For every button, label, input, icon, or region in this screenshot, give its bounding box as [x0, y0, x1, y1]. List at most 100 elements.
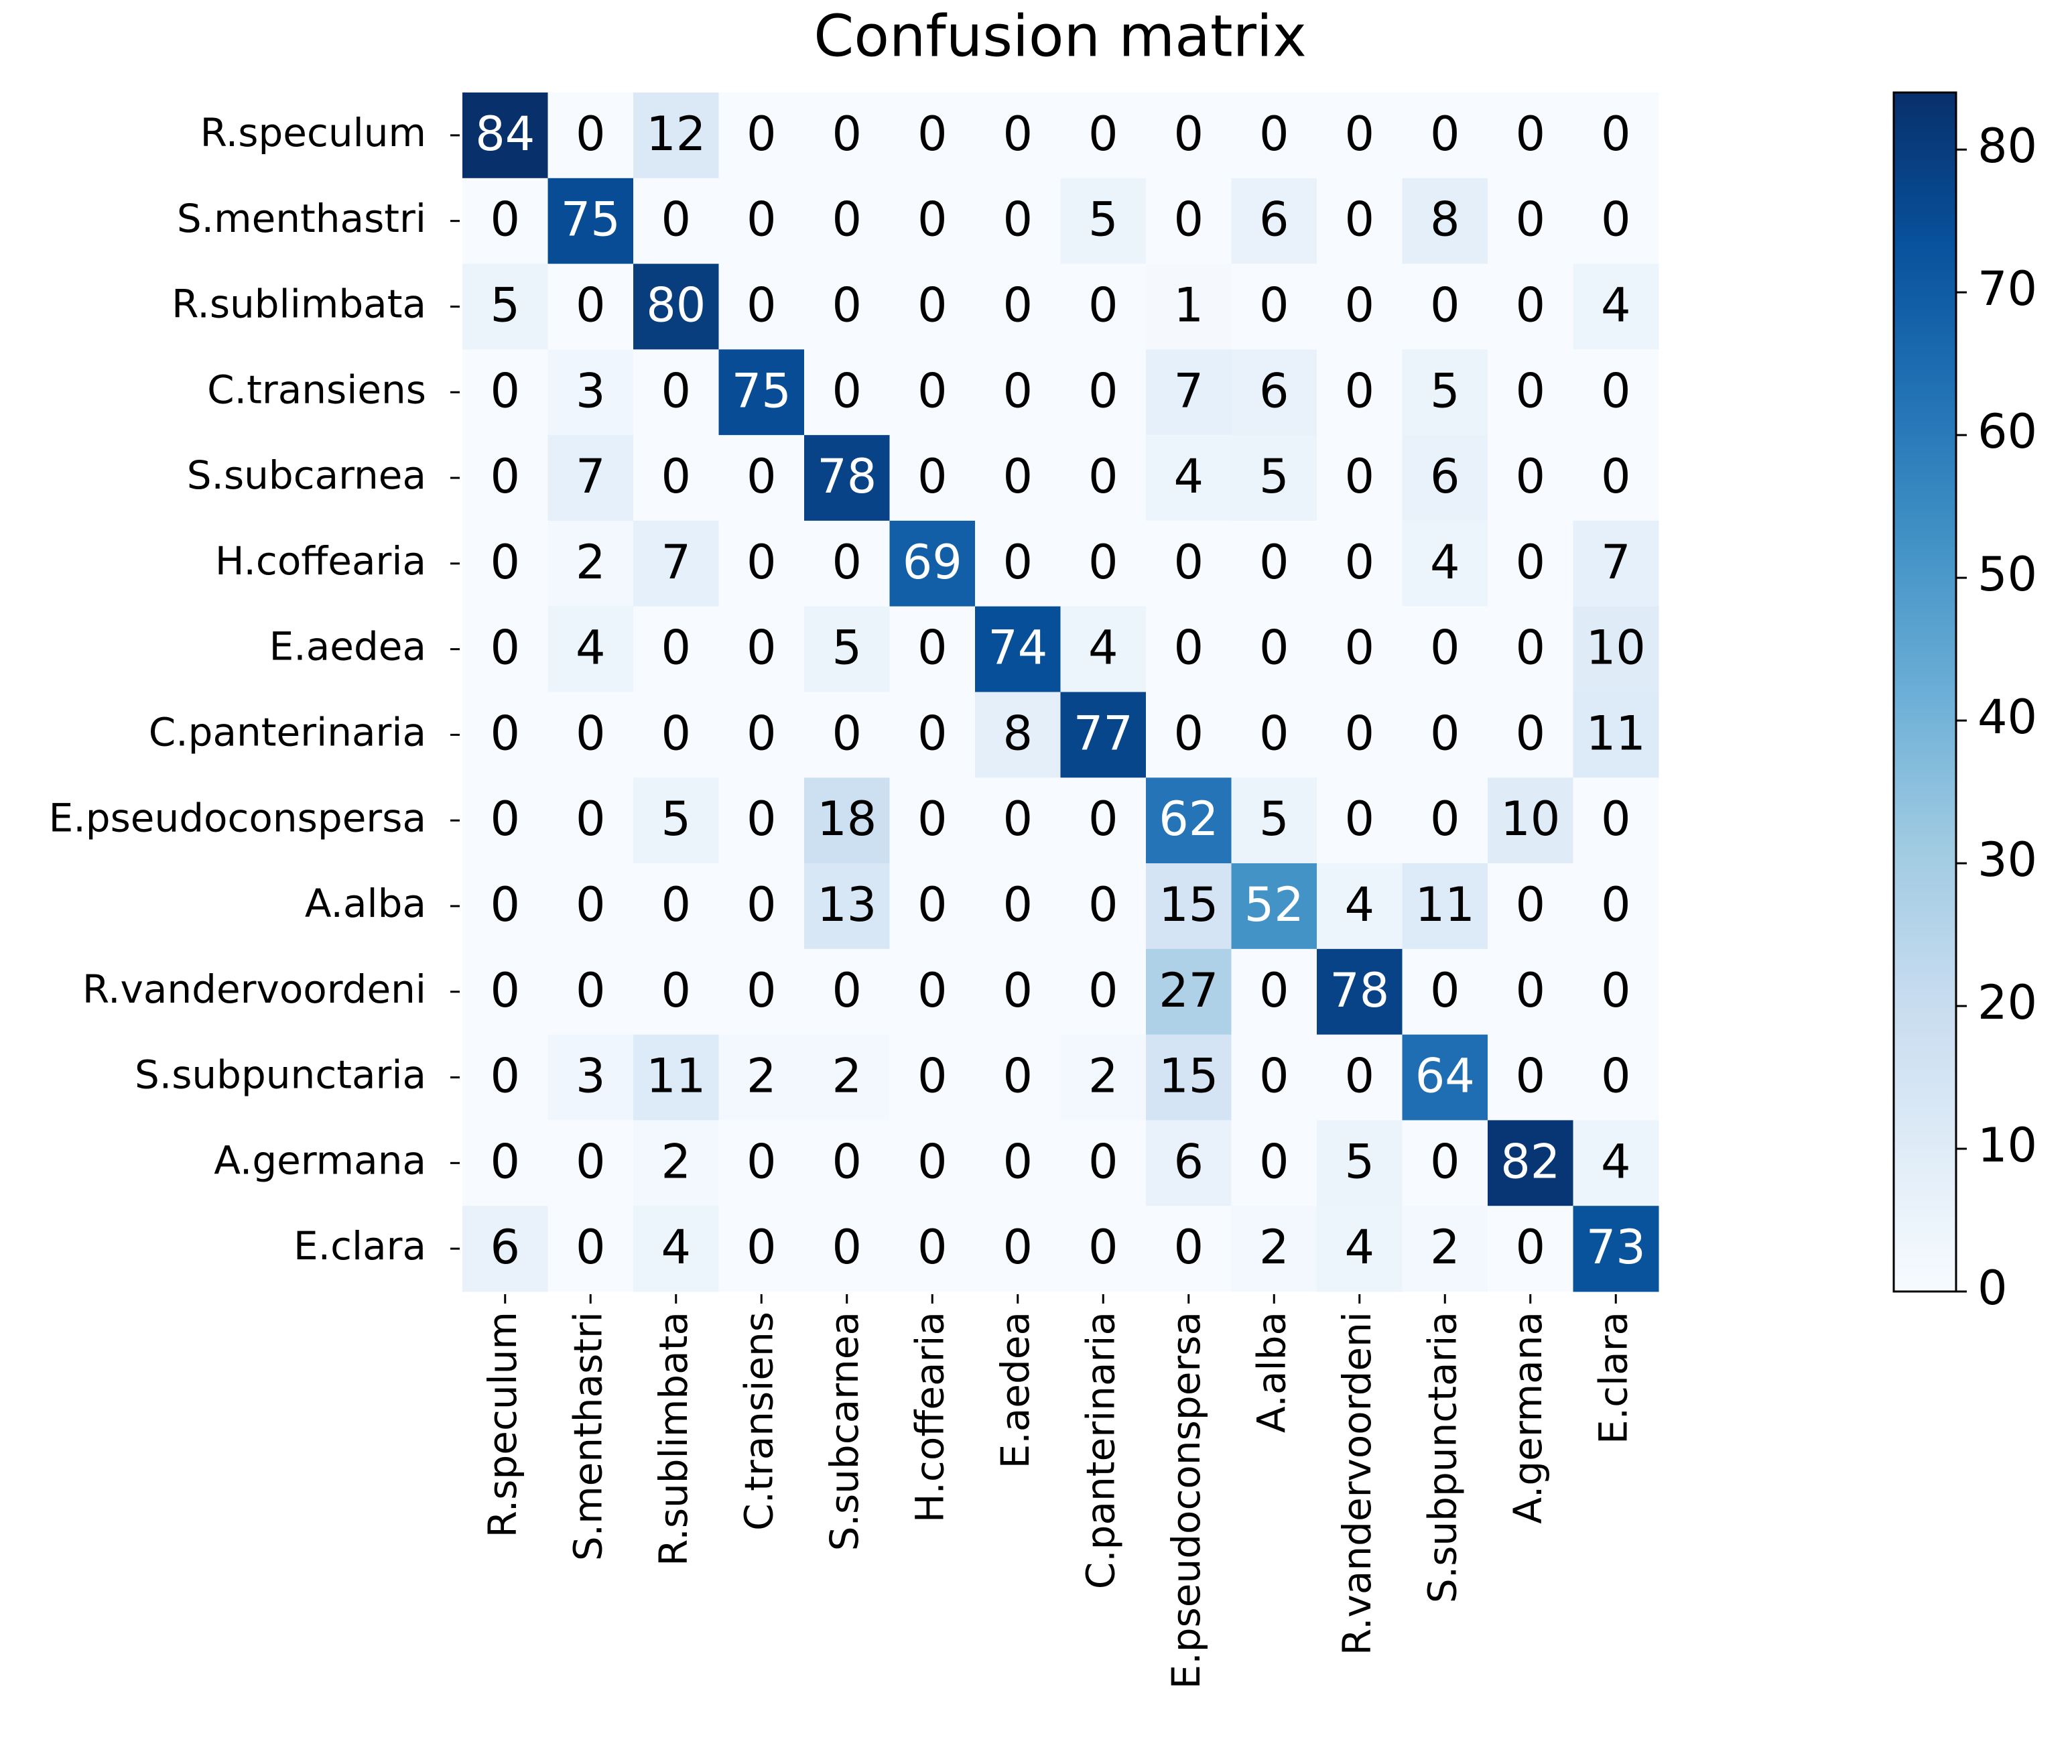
cell-label: 78: [817, 449, 877, 504]
cell-label: 0: [1601, 792, 1631, 846]
cell: [804, 1120, 890, 1206]
cell-label: 0: [1259, 706, 1289, 761]
cell: [1317, 520, 1403, 607]
colorbar-tick-label: 50: [1978, 547, 2037, 602]
cell: [1231, 349, 1317, 436]
cell-label: 0: [747, 277, 777, 332]
cell: [1488, 263, 1573, 350]
cell: [1402, 692, 1488, 778]
cell: [718, 520, 805, 607]
y-tick-label: A.germana: [214, 1137, 426, 1183]
cell-label: 5: [661, 792, 691, 846]
cell-label: 0: [917, 963, 948, 1018]
y-tick-label: R.sublimbata: [172, 281, 426, 327]
cell: [1060, 349, 1147, 436]
cell-label: 0: [747, 621, 777, 676]
cell-label: 75: [732, 363, 791, 418]
cell: [462, 606, 548, 692]
cell-label: 4: [1173, 449, 1204, 504]
cell-label: 0: [747, 449, 777, 504]
cell-label: 5: [1344, 1134, 1374, 1189]
cell: [462, 435, 548, 521]
cell-label: 0: [1515, 877, 1545, 932]
cell-label: 0: [1515, 706, 1545, 761]
cell-label: 3: [576, 363, 606, 418]
cell: [1060, 948, 1147, 1035]
cell: [1402, 178, 1488, 265]
cell-label: 0: [1173, 192, 1204, 247]
cell-label: 2: [1259, 1220, 1289, 1275]
cell-label: 0: [917, 792, 948, 846]
y-tick-label: E.aedea: [269, 624, 426, 670]
y-tick-label: A.alba: [305, 881, 426, 926]
cell: [633, 692, 719, 778]
colorbar-tick-label: 70: [1978, 261, 2037, 316]
cell-label: 74: [988, 621, 1047, 676]
cell-label: 0: [1002, 792, 1033, 846]
cell-label: 0: [1088, 449, 1118, 504]
cell: [1146, 1034, 1232, 1121]
cell: [1231, 606, 1317, 692]
cell-label: 0: [1088, 363, 1118, 418]
cell: [718, 863, 805, 950]
cell: [889, 1034, 976, 1121]
cell: [1488, 948, 1573, 1035]
cell-label: 0: [747, 1220, 777, 1275]
cell-label: 80: [646, 277, 706, 332]
cell-label: 0: [1515, 107, 1545, 162]
cell: [1231, 92, 1317, 179]
cell: [1317, 349, 1403, 436]
cell-label: 5: [1259, 792, 1289, 846]
cell-label: 4: [1601, 1134, 1631, 1189]
cell: [1317, 178, 1403, 265]
cell: [1317, 92, 1403, 179]
cell: [1146, 263, 1232, 350]
cell-label: 0: [1601, 963, 1631, 1018]
cell-label: 0: [1259, 963, 1289, 1018]
cell: [1402, 349, 1488, 436]
cell-label: 0: [832, 1220, 862, 1275]
cell: [462, 777, 548, 864]
cell: [975, 777, 1061, 864]
cell-label: 0: [1088, 1220, 1118, 1275]
cell: [462, 178, 548, 265]
cell: [889, 863, 976, 950]
cell-label: 0: [490, 963, 520, 1018]
cell-label: 2: [832, 1049, 862, 1104]
cell-label: 4: [1430, 535, 1460, 590]
cell-label: 0: [1601, 107, 1631, 162]
cell: [1573, 92, 1659, 179]
cell: [889, 92, 976, 179]
cell-label: 15: [1159, 1049, 1218, 1104]
cell-label: 0: [490, 706, 520, 761]
x-tick-label: R.sublimbata: [651, 1312, 696, 1566]
x-tick-label: E.clara: [1590, 1312, 1636, 1444]
cell-label: 0: [661, 363, 691, 418]
cell: [462, 520, 548, 607]
cell: [1146, 1206, 1232, 1292]
cell-label: 5: [1430, 363, 1460, 418]
cell: [1317, 606, 1403, 692]
cell-label: 0: [1088, 877, 1118, 932]
y-tick-label: C.transiens: [207, 367, 426, 412]
cell-label: 0: [747, 1134, 777, 1189]
cell: [1488, 92, 1573, 179]
cell-label: 6: [1259, 192, 1289, 247]
cell-label: 0: [1088, 792, 1118, 846]
cell: [1146, 520, 1232, 607]
cell: [804, 606, 890, 692]
cell-label: 0: [747, 963, 777, 1018]
cell: [804, 692, 890, 778]
cell-label: 0: [1430, 706, 1460, 761]
cell-label: 0: [917, 107, 948, 162]
cell: [633, 92, 719, 179]
cell: [547, 1034, 634, 1121]
cell: [975, 263, 1061, 350]
cell-label: 73: [1586, 1220, 1646, 1275]
x-tick-label: E.aedea: [992, 1312, 1038, 1468]
cell-label: 6: [1259, 363, 1289, 418]
cell: [547, 777, 634, 864]
cell: [547, 606, 634, 692]
cell: [633, 520, 719, 607]
